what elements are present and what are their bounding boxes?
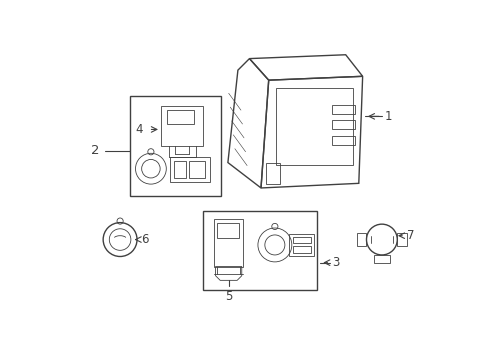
Bar	[217, 222, 238, 238]
Bar	[292, 237, 310, 243]
Text: 3: 3	[331, 256, 339, 269]
Bar	[289, 234, 313, 256]
Bar	[214, 219, 243, 266]
Bar	[189, 161, 204, 178]
Text: 2: 2	[91, 144, 99, 157]
Bar	[276, 88, 353, 165]
Bar	[167, 110, 194, 124]
Text: 1: 1	[384, 110, 391, 123]
Text: 5: 5	[224, 289, 232, 303]
Bar	[130, 95, 221, 195]
Bar	[331, 136, 354, 145]
Bar	[266, 163, 280, 184]
Bar	[331, 120, 354, 130]
Bar	[174, 161, 185, 178]
Text: 7: 7	[406, 229, 413, 242]
Text: 4: 4	[136, 123, 143, 136]
Bar	[203, 211, 317, 289]
Text: 6: 6	[141, 233, 148, 246]
Bar	[170, 157, 210, 182]
Bar	[161, 106, 203, 147]
Bar	[292, 247, 310, 253]
Bar	[331, 105, 354, 114]
